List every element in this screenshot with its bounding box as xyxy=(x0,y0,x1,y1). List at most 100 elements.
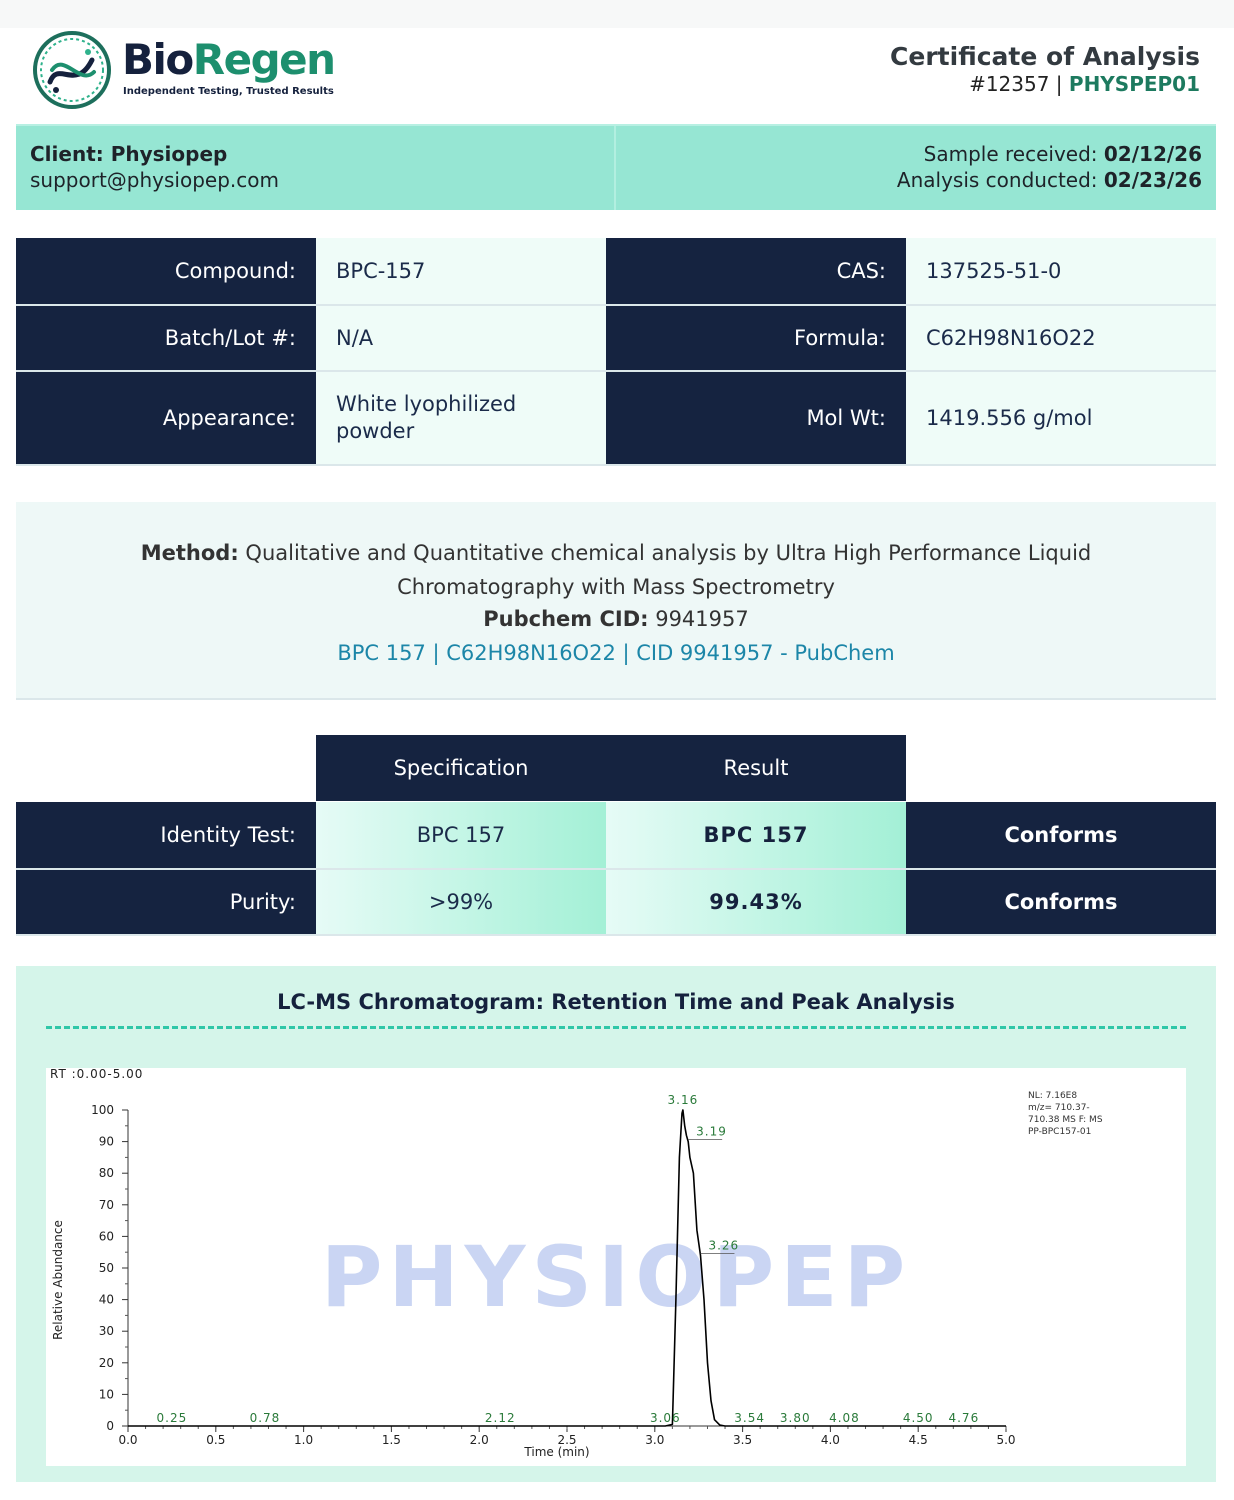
purity-spec: >99% xyxy=(316,870,606,934)
chromatogram-trace xyxy=(128,1109,1006,1427)
rt-range-label: RT :0.00-5.00 xyxy=(50,1068,143,1081)
formula-value: C62H98N16O22 xyxy=(906,306,1216,370)
row-separator xyxy=(16,304,1216,306)
chromatogram-plot: PHYSIOPEP 0 10 20 30 40 50 60 70 80 90 100 0.0 0.5 1.0… xyxy=(46,1068,1186,1466)
x-tick-label: 0.0 xyxy=(118,1433,137,1447)
pubchem-line: Pubchem CID: 9941957 xyxy=(16,604,1216,634)
cas-label: CAS: xyxy=(606,238,906,304)
instrument-info-line: 710.38 MS F: MS xyxy=(1028,1115,1103,1125)
peak-label: 3.54 xyxy=(734,1411,765,1425)
y-axis-title: Relative Abundance xyxy=(51,1220,65,1340)
analysis-conducted: Analysis conducted: 02/23/26 xyxy=(897,168,1202,192)
brand-part-1: Bio xyxy=(122,35,194,84)
peak-label: 0.25 xyxy=(157,1411,188,1425)
y-tick-label: 50 xyxy=(99,1261,114,1275)
method-text-1: Qualitative and Quantitative chemical an… xyxy=(238,541,1092,565)
y-tick-label: 60 xyxy=(99,1229,114,1243)
peak-label: 4.50 xyxy=(903,1411,934,1425)
compound-label: Compound: xyxy=(16,238,316,304)
received-date: 02/12/26 xyxy=(1103,142,1202,166)
peak-label: 3.16 xyxy=(668,1093,699,1107)
x-tick-label: 1.0 xyxy=(294,1433,313,1447)
doc-code: PHYSPEP01 xyxy=(1068,72,1200,96)
row-separator xyxy=(16,464,1216,466)
client-email: support@physiopep.com xyxy=(30,168,279,192)
watermark-text: PHYSIOPEP xyxy=(321,1228,911,1326)
identity-result: BPC 157 xyxy=(606,802,906,868)
y-tick-label: 100 xyxy=(91,1103,114,1117)
x-axis-title: Time (min) xyxy=(523,1445,589,1459)
formula-label: Formula: xyxy=(606,306,906,370)
identity-spec: BPC 157 xyxy=(316,802,606,868)
conducted-date: 02/23/26 xyxy=(1103,168,1202,192)
y-tick-label: 80 xyxy=(99,1166,114,1180)
top-strip xyxy=(0,0,1234,28)
purity-result: 99.43% xyxy=(606,870,906,934)
document-title: Certificate of Analysis xyxy=(890,42,1200,71)
y-tick-label: 70 xyxy=(99,1198,114,1212)
doc-separator: | xyxy=(1049,72,1069,96)
biorogen-logo-icon xyxy=(33,31,111,109)
appearance-value: White lyophilized powder xyxy=(316,372,606,464)
method-line-1: Method: Qualitative and Quantitative che… xyxy=(16,538,1216,568)
dashed-divider xyxy=(46,1026,1186,1029)
client-divider xyxy=(614,126,616,210)
chromatogram-svg: PHYSIOPEP 0 10 20 30 40 50 60 70 80 90 100 0.0 0.5 1.0… xyxy=(50,1068,1103,1459)
x-tick-label: 2.5 xyxy=(557,1433,576,1447)
row-separator xyxy=(16,934,1216,936)
y-tick-label: 90 xyxy=(99,1135,114,1149)
peak-label: 3.80 xyxy=(780,1411,811,1425)
brand-part-2: Regen xyxy=(192,35,336,84)
brand-name: BioRegen xyxy=(122,35,336,84)
method-label: Method: xyxy=(140,541,239,565)
doc-number: #12357 xyxy=(969,72,1050,96)
x-tick-label: 3.0 xyxy=(645,1433,664,1447)
instrument-info-line: PP-BPC157-01 xyxy=(1028,1127,1091,1137)
purity-status: Conforms xyxy=(906,870,1216,934)
method-section: Method: Qualitative and Quantitative che… xyxy=(16,502,1216,700)
peak-label: 4.76 xyxy=(948,1411,979,1425)
x-tick-label: 0.5 xyxy=(206,1433,225,1447)
x-tick-label: 5.0 xyxy=(996,1433,1015,1447)
instrument-info-line: m/z= 710.37- xyxy=(1028,1103,1090,1113)
y-tick-label: 40 xyxy=(99,1293,114,1307)
y-tick-label: 20 xyxy=(99,1356,114,1370)
sample-received: Sample received: 02/12/26 xyxy=(924,142,1202,166)
result-header: Result xyxy=(606,735,906,801)
conducted-label: Analysis conducted: xyxy=(896,168,1104,192)
specification-header: Specification xyxy=(316,735,606,801)
received-label: Sample received: xyxy=(923,142,1104,166)
batch-label: Batch/Lot #: xyxy=(16,306,316,370)
row-separator xyxy=(16,868,1216,870)
appearance-label: Appearance: xyxy=(16,372,316,464)
y-tick-label: 30 xyxy=(99,1324,114,1338)
identity-label: Identity Test: xyxy=(16,802,316,868)
chromatogram-title: LC-MS Chromatogram: Retention Time and P… xyxy=(277,990,955,1014)
pubchem-link[interactable]: BPC 157 | C62H98N16O22 | CID 9941957 - P… xyxy=(337,641,895,665)
row-separator xyxy=(16,370,1216,372)
brand-tagline: Independent Testing, Trusted Results xyxy=(123,86,334,97)
pubchem-value: 9941957 xyxy=(648,607,749,631)
client-name: Client: Physiopep xyxy=(30,142,228,166)
peak-label: 4.08 xyxy=(829,1411,860,1425)
y-tick-label: 0 xyxy=(106,1419,114,1433)
molwt-value: 1419.556 g/mol xyxy=(906,372,1216,464)
instrument-info-line: NL: 7.16E8 xyxy=(1028,1091,1077,1101)
document-number: #12357 | PHYSPEP01 xyxy=(969,72,1200,96)
x-tick-label: 1.5 xyxy=(382,1433,401,1447)
peak-label: 3.26 xyxy=(708,1238,739,1252)
identity-status: Conforms xyxy=(906,802,1216,868)
peak-label: 3.06 xyxy=(650,1411,681,1425)
method-text-2: Chromatography with Mass Spectrometry xyxy=(397,575,835,599)
y-tick-label: 10 xyxy=(99,1387,114,1401)
x-tick-label: 3.5 xyxy=(733,1433,752,1447)
client-band: Client: Physiopep support@physiopep.com … xyxy=(16,124,1216,210)
compound-value: BPC-157 xyxy=(316,238,606,304)
peak-label: 0.78 xyxy=(250,1411,281,1425)
peak-label: 2.12 xyxy=(485,1411,516,1425)
chromatogram-section: LC-MS Chromatogram: Retention Time and P… xyxy=(16,966,1216,1482)
purity-label: Purity: xyxy=(16,870,316,934)
batch-value: N/A xyxy=(316,306,606,370)
pubchem-label: Pubchem CID: xyxy=(483,607,649,631)
x-tick-label: 4.0 xyxy=(821,1433,840,1447)
